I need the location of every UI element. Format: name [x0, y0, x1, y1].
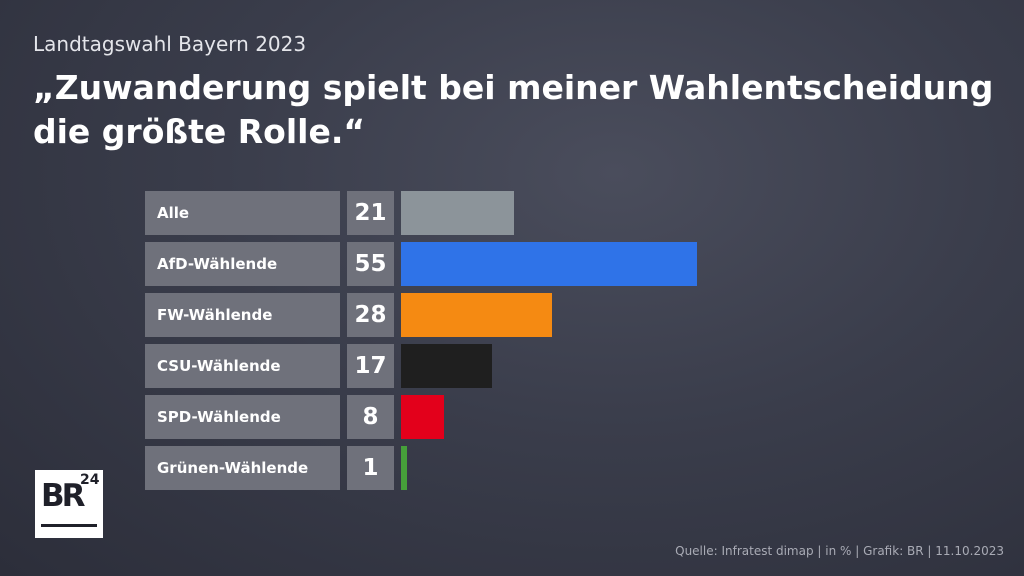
bar — [401, 293, 552, 337]
category-label: FW-Wählende — [157, 306, 273, 324]
chart-title-line-2: die größte Rolle.“ — [33, 112, 366, 151]
bar-row: Grünen-Wählende 1 — [145, 446, 945, 490]
source-note: Quelle: Infratest dimap | in % | Grafik:… — [675, 544, 1004, 558]
data-label: 21 — [347, 191, 394, 235]
category-label: Alle — [157, 204, 190, 222]
category-label-box: Alle — [145, 191, 340, 235]
bar-row: AfD-Wählende 55 — [145, 242, 945, 286]
category-label-box: Grünen-Wählende — [145, 446, 340, 490]
bar — [401, 395, 444, 439]
data-label: 28 — [347, 293, 394, 337]
chart-title: „Zuwanderung spielt bei meiner Wahlentsc… — [33, 66, 993, 154]
category-label-box: SPD-Wählende — [145, 395, 340, 439]
data-label: 17 — [347, 344, 394, 388]
category-label-box: AfD-Wählende — [145, 242, 340, 286]
br-logo-superscript: 24 — [80, 472, 100, 488]
data-label: 55 — [347, 242, 394, 286]
category-label-box: CSU-Wählende — [145, 344, 340, 388]
category-label-box: FW-Wählende — [145, 293, 340, 337]
bar — [401, 344, 492, 388]
category-label: AfD-Wählende — [157, 255, 278, 273]
category-label: CSU-Wählende — [157, 357, 281, 375]
category-label: SPD-Wählende — [157, 408, 281, 426]
category-label: Grünen-Wählende — [157, 459, 309, 477]
data-label: 1 — [347, 446, 394, 490]
chart-title-line-1: „Zuwanderung spielt bei meiner Wahlentsc… — [33, 68, 994, 107]
bar-row: Alle 21 — [145, 191, 945, 235]
bar-row: CSU-Wählende 17 — [145, 344, 945, 388]
bar — [401, 242, 697, 286]
br-logo-text: BR — [41, 478, 85, 514]
br24-logo: BR 24 — [35, 470, 103, 538]
bar-row: FW-Wählende 28 — [145, 293, 945, 337]
logo-underline — [41, 524, 97, 527]
bar — [401, 191, 514, 235]
subtitle: Landtagswahl Bayern 2023 — [33, 32, 307, 56]
bar — [401, 446, 407, 490]
bar-row: SPD-Wählende 8 — [145, 395, 945, 439]
data-label: 8 — [347, 395, 394, 439]
